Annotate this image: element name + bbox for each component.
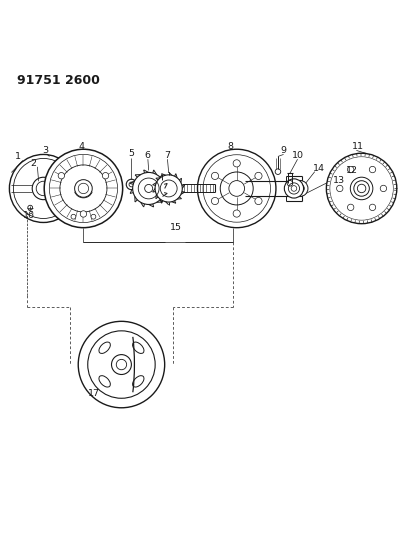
Text: 1: 1 bbox=[15, 152, 21, 161]
Text: 3: 3 bbox=[42, 146, 48, 155]
Text: 8: 8 bbox=[227, 142, 233, 151]
Circle shape bbox=[80, 211, 87, 217]
Text: 11: 11 bbox=[352, 142, 364, 151]
Circle shape bbox=[44, 149, 123, 228]
Circle shape bbox=[369, 204, 376, 211]
Circle shape bbox=[212, 172, 218, 180]
Text: 2: 2 bbox=[30, 159, 36, 168]
Text: 9: 9 bbox=[280, 146, 287, 155]
Circle shape bbox=[285, 179, 303, 198]
Circle shape bbox=[71, 214, 76, 219]
Circle shape bbox=[380, 185, 386, 192]
Circle shape bbox=[326, 153, 397, 224]
Text: 10: 10 bbox=[291, 151, 303, 160]
Text: 4: 4 bbox=[79, 142, 85, 151]
Text: 15: 15 bbox=[170, 223, 181, 232]
Text: 17: 17 bbox=[88, 389, 100, 398]
Text: 16: 16 bbox=[23, 211, 35, 220]
Text: 13: 13 bbox=[333, 176, 345, 185]
Circle shape bbox=[292, 181, 308, 197]
Text: 7: 7 bbox=[164, 151, 170, 160]
Circle shape bbox=[133, 173, 165, 205]
Text: 6: 6 bbox=[145, 151, 151, 160]
Circle shape bbox=[197, 149, 276, 228]
Circle shape bbox=[255, 172, 262, 180]
Circle shape bbox=[233, 210, 240, 217]
Circle shape bbox=[347, 204, 354, 211]
Circle shape bbox=[91, 214, 96, 219]
Text: 14: 14 bbox=[313, 164, 325, 173]
Circle shape bbox=[233, 160, 240, 167]
Circle shape bbox=[347, 166, 354, 173]
Circle shape bbox=[78, 321, 165, 408]
Circle shape bbox=[155, 175, 182, 202]
Circle shape bbox=[58, 173, 64, 179]
Circle shape bbox=[212, 197, 218, 205]
Text: 5: 5 bbox=[129, 149, 135, 158]
Circle shape bbox=[102, 173, 109, 179]
Circle shape bbox=[255, 197, 262, 205]
Text: 91751 2600: 91751 2600 bbox=[17, 74, 100, 87]
Circle shape bbox=[337, 185, 343, 192]
Text: 12: 12 bbox=[346, 166, 357, 175]
Circle shape bbox=[369, 166, 376, 173]
